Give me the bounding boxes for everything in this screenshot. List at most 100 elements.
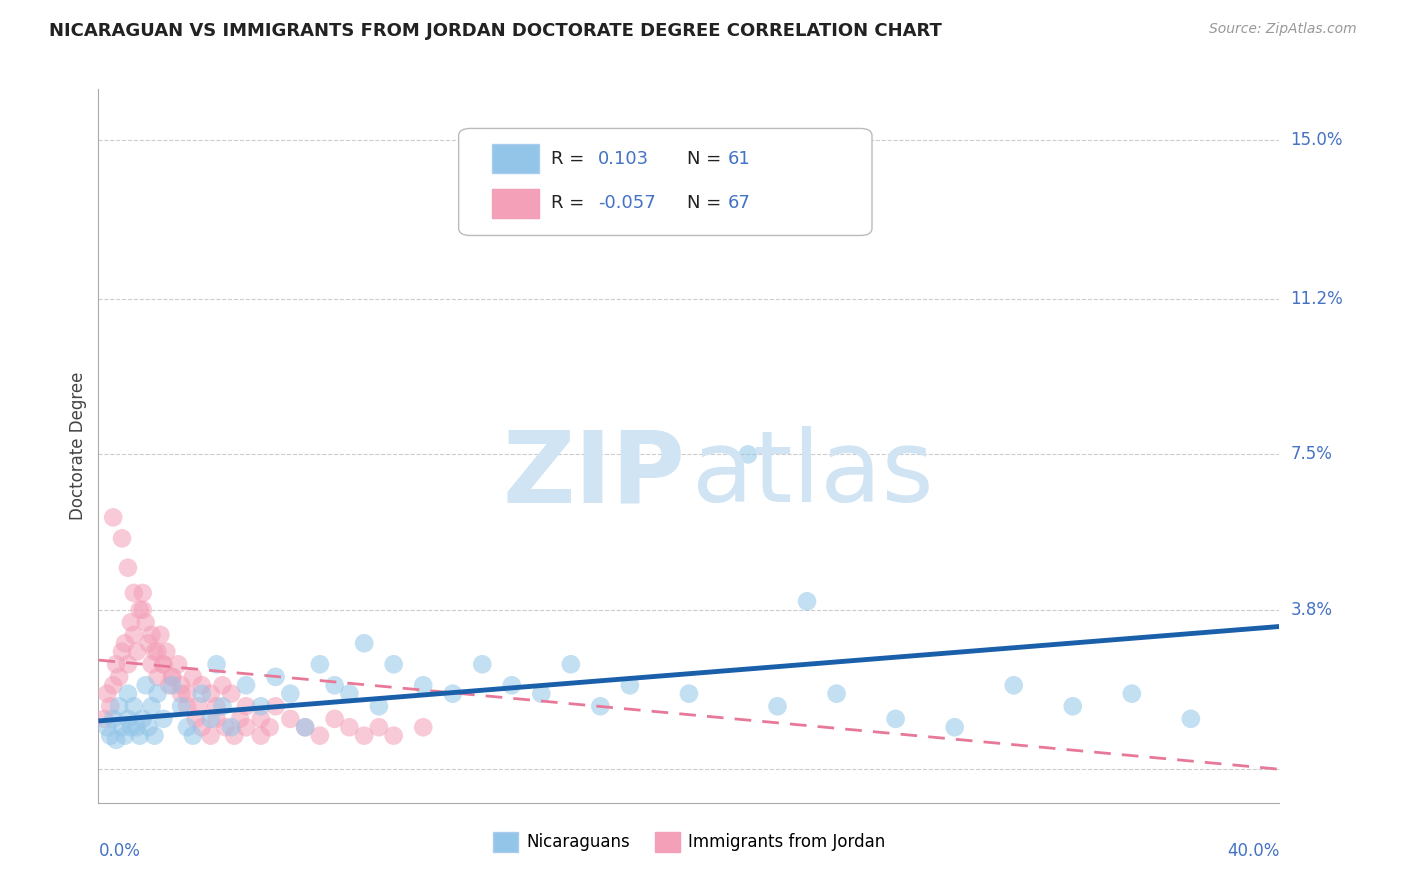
Text: atlas: atlas bbox=[693, 426, 934, 523]
Text: 0.103: 0.103 bbox=[598, 150, 650, 168]
Text: -0.057: -0.057 bbox=[598, 194, 655, 212]
Point bbox=[191, 687, 214, 701]
Point bbox=[141, 628, 163, 642]
Point bbox=[170, 687, 193, 701]
Point bbox=[250, 699, 273, 714]
Point bbox=[211, 678, 233, 692]
Point bbox=[184, 712, 207, 726]
Point bbox=[122, 628, 145, 642]
Point bbox=[205, 657, 228, 672]
Point bbox=[111, 645, 134, 659]
FancyBboxPatch shape bbox=[492, 145, 538, 173]
Text: Source: ZipAtlas.com: Source: ZipAtlas.com bbox=[1209, 22, 1357, 37]
Point bbox=[152, 657, 174, 672]
Point bbox=[176, 699, 198, 714]
Point bbox=[122, 586, 145, 600]
Point bbox=[205, 699, 228, 714]
Point bbox=[138, 636, 160, 650]
Point bbox=[111, 720, 134, 734]
Point bbox=[187, 699, 209, 714]
Y-axis label: Doctorate Degree: Doctorate Degree bbox=[69, 372, 87, 520]
Point bbox=[353, 636, 375, 650]
Point bbox=[125, 645, 148, 659]
Point bbox=[280, 712, 302, 726]
Point bbox=[200, 729, 222, 743]
Text: R =: R = bbox=[551, 194, 589, 212]
Point bbox=[382, 657, 405, 672]
FancyBboxPatch shape bbox=[492, 189, 538, 218]
Point bbox=[191, 720, 214, 734]
Point bbox=[146, 670, 169, 684]
Point bbox=[143, 645, 166, 659]
Legend: Nicaraguans, Immigrants from Jordan: Nicaraguans, Immigrants from Jordan bbox=[486, 825, 891, 859]
Point bbox=[132, 712, 155, 726]
Point bbox=[235, 678, 257, 692]
Text: 40.0%: 40.0% bbox=[1227, 842, 1279, 860]
Point bbox=[162, 670, 183, 684]
Point bbox=[152, 712, 174, 726]
Point bbox=[323, 678, 346, 692]
Point bbox=[368, 699, 391, 714]
Point bbox=[309, 729, 332, 743]
Point bbox=[200, 712, 222, 726]
Point bbox=[501, 678, 523, 692]
Point bbox=[884, 712, 907, 726]
Point bbox=[1180, 712, 1202, 726]
Point bbox=[105, 732, 128, 747]
Text: 67: 67 bbox=[728, 194, 751, 212]
Point bbox=[114, 636, 136, 650]
Point bbox=[149, 628, 172, 642]
Point bbox=[111, 532, 134, 546]
Point bbox=[125, 720, 148, 734]
Point bbox=[117, 712, 139, 726]
Point bbox=[191, 678, 214, 692]
Point bbox=[146, 645, 169, 659]
Point bbox=[176, 720, 198, 734]
Point bbox=[143, 729, 166, 743]
Point bbox=[294, 720, 316, 734]
Point bbox=[280, 687, 302, 701]
Point bbox=[114, 729, 136, 743]
Text: 61: 61 bbox=[728, 150, 751, 168]
Point bbox=[221, 720, 243, 734]
Point bbox=[309, 657, 332, 672]
Point bbox=[170, 699, 193, 714]
Point bbox=[103, 678, 125, 692]
Point bbox=[382, 729, 405, 743]
Point bbox=[412, 720, 434, 734]
Point bbox=[108, 699, 131, 714]
Text: N =: N = bbox=[686, 194, 727, 212]
Point bbox=[589, 699, 612, 714]
Point bbox=[200, 687, 222, 701]
Point bbox=[796, 594, 818, 608]
Point bbox=[250, 712, 273, 726]
Point bbox=[155, 645, 177, 659]
Point bbox=[176, 687, 198, 701]
Text: 7.5%: 7.5% bbox=[1291, 445, 1333, 464]
Point bbox=[167, 657, 190, 672]
Point bbox=[141, 657, 163, 672]
Point bbox=[214, 720, 236, 734]
Point bbox=[229, 712, 252, 726]
Point bbox=[135, 615, 157, 630]
Point bbox=[224, 729, 246, 743]
Point bbox=[162, 678, 183, 692]
Point bbox=[181, 670, 204, 684]
Point bbox=[96, 720, 118, 734]
Point bbox=[117, 560, 139, 574]
Point bbox=[264, 670, 287, 684]
Point bbox=[471, 657, 494, 672]
Point bbox=[103, 712, 125, 726]
Text: N =: N = bbox=[686, 150, 727, 168]
Text: 3.8%: 3.8% bbox=[1291, 600, 1333, 619]
Point bbox=[181, 729, 204, 743]
Point bbox=[132, 586, 155, 600]
Point bbox=[339, 687, 361, 701]
Point bbox=[294, 720, 316, 734]
Text: 0.0%: 0.0% bbox=[98, 842, 141, 860]
Point bbox=[412, 678, 434, 692]
Point bbox=[128, 729, 150, 743]
Point bbox=[766, 699, 789, 714]
Point bbox=[678, 687, 700, 701]
Point bbox=[205, 712, 228, 726]
